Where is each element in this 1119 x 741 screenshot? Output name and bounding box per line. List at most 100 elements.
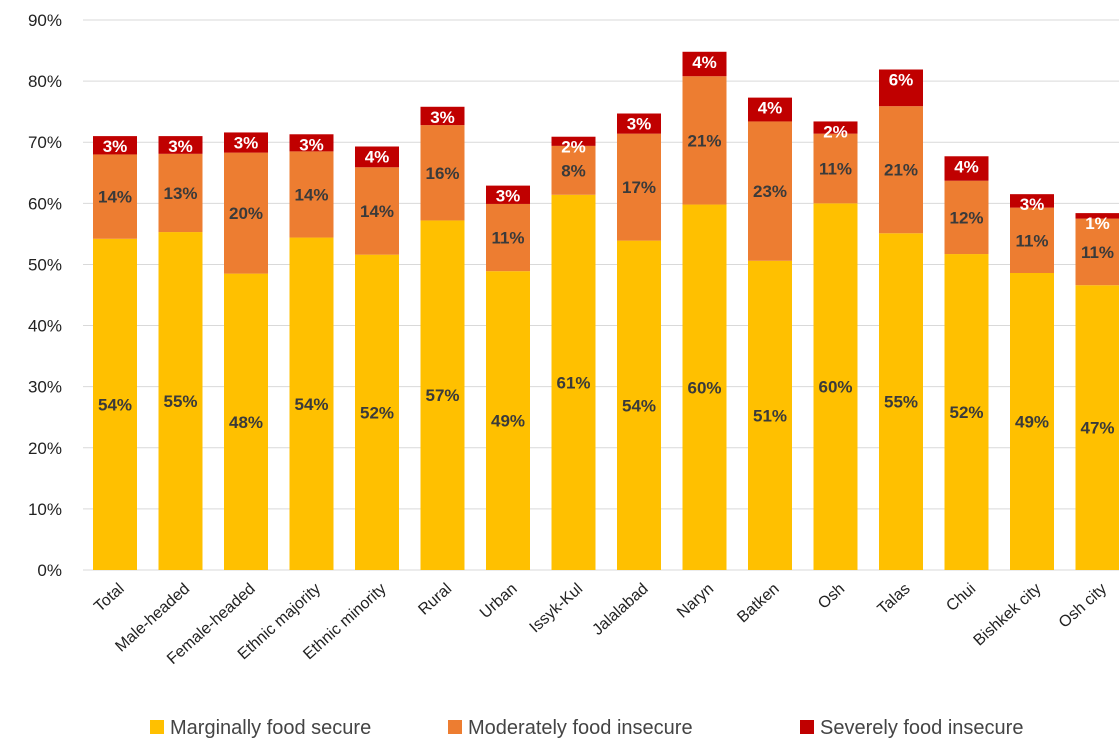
bar-segment-severely-food-insecure (682, 51, 727, 77)
data-label: 52% (949, 403, 983, 422)
bar-segment-marginally-food-secure (879, 233, 923, 570)
y-tick-label: 70% (28, 133, 62, 152)
data-label: 3% (496, 187, 521, 206)
legend-swatch (448, 720, 462, 734)
data-label: 11% (491, 229, 524, 248)
bar-segment-severely-food-insecure (224, 132, 268, 153)
bar-segment-moderately-food-insecure (420, 125, 465, 221)
x-tick-label: Jalalabad (589, 580, 651, 638)
data-label: 16% (425, 164, 459, 183)
y-tick-label: 40% (28, 317, 62, 336)
data-label: 20% (229, 204, 263, 223)
y-tick-label: 80% (28, 72, 62, 91)
bar-segment-severely-food-insecure (748, 97, 792, 122)
x-tick-label: Chui (943, 580, 979, 615)
data-label: 60% (687, 378, 721, 397)
legend-entry: Marginally food secure (170, 717, 371, 739)
data-label: 48% (229, 413, 263, 432)
data-label: 13% (163, 184, 197, 203)
data-label: 54% (622, 396, 656, 415)
bar-segment-severely-food-insecure (879, 69, 923, 107)
bar-segment-moderately-food-insecure (813, 133, 858, 204)
data-label: 55% (884, 393, 918, 412)
data-label: 14% (294, 185, 328, 204)
data-label: 4% (365, 148, 390, 167)
bar-segment-moderately-food-insecure (1010, 207, 1054, 273)
bar-segment-marginally-food-secure (1075, 285, 1119, 570)
y-tick-label: 50% (28, 255, 62, 274)
data-label: 3% (299, 135, 324, 154)
data-label: 12% (949, 208, 983, 227)
bar-segment-moderately-food-insecure (748, 121, 792, 261)
data-label: 3% (234, 133, 259, 152)
bar-segment-severely-food-insecure (486, 185, 530, 204)
data-label: 61% (556, 373, 590, 392)
bar-segment-moderately-food-insecure (879, 106, 923, 234)
bar-segment-marginally-food-secure (551, 194, 596, 570)
data-label: 49% (1015, 413, 1049, 432)
data-label: 3% (627, 115, 652, 134)
y-tick-label: 0% (37, 561, 62, 580)
x-tick-label: Urban (477, 580, 521, 622)
bar-segment-moderately-food-insecure (944, 180, 989, 255)
data-label: 57% (425, 386, 459, 405)
data-label: 8% (561, 161, 586, 180)
bar-segment-marginally-food-secure (944, 254, 989, 571)
data-label: 3% (1020, 195, 1045, 214)
x-tick-label: Osh (815, 580, 848, 612)
bar-segment-severely-food-insecure (1075, 213, 1119, 219)
data-label: 3% (103, 137, 128, 156)
data-label: 49% (491, 412, 525, 431)
bar-segment-moderately-food-insecure (289, 151, 334, 238)
bar-segment-marginally-food-secure (813, 203, 858, 571)
bar-segment-marginally-food-secure (1010, 273, 1054, 570)
legend-entry: Moderately food insecure (468, 717, 693, 739)
bar-segment-marginally-food-secure (486, 271, 530, 570)
data-label: 17% (622, 178, 656, 197)
data-label: 54% (294, 395, 328, 414)
data-label: 2% (823, 122, 848, 141)
bar-segment-severely-food-insecure (813, 121, 858, 134)
legend-entry: Severely food insecure (820, 717, 1023, 739)
y-axis-tick-labels: 0% 10% 20% 30% 40% 50% 60% 70% 80% 90% (28, 11, 62, 580)
x-tick-label: Batken (734, 580, 782, 626)
x-tick-label: Total (91, 580, 127, 615)
data-label: 6% (889, 71, 914, 90)
data-label: 47% (1080, 419, 1114, 438)
data-label: 4% (692, 53, 717, 72)
bar-segment-severely-food-insecure (617, 113, 661, 134)
x-tick-label: Talas (875, 580, 914, 618)
bar-segment-moderately-food-insecure (617, 133, 661, 241)
bar-segment-moderately-food-insecure (224, 152, 268, 274)
data-label: 11% (1015, 231, 1048, 250)
x-tick-label: Issyk-Kul (527, 580, 587, 636)
data-label: 52% (360, 403, 394, 422)
bar-segment-moderately-food-insecure (486, 203, 530, 272)
data-label: 23% (753, 182, 787, 201)
legend: Marginally food secure Moderately food in… (150, 717, 1023, 739)
bar-segment-severely-food-insecure (420, 106, 465, 126)
x-tick-label: Bishkek city (971, 580, 1045, 649)
x-tick-label: Naryn (674, 580, 717, 621)
bar-segment-severely-food-insecure (355, 146, 399, 168)
bar-segment-severely-food-insecure (944, 156, 989, 181)
data-label: 14% (98, 188, 132, 207)
data-label: 21% (884, 161, 918, 180)
bar-segment-marginally-food-secure (289, 237, 334, 571)
data-label: 51% (753, 406, 787, 425)
data-label: 11% (1081, 243, 1114, 262)
bar-segment-severely-food-insecure (158, 136, 203, 154)
bar-segment-severely-food-insecure (551, 136, 596, 146)
bar-segment-marginally-food-secure (355, 254, 399, 570)
y-tick-label: 10% (28, 500, 62, 519)
data-label: 4% (954, 157, 979, 176)
bar-segment-marginally-food-secure (224, 273, 268, 570)
y-tick-label: 90% (28, 11, 62, 30)
x-tick-label: Rural (415, 580, 455, 618)
bar-segment-severely-food-insecure (289, 134, 334, 152)
bar-segment-moderately-food-insecure (682, 76, 727, 205)
data-label: 3% (430, 108, 455, 127)
data-labels: 54% 14% 3% 55% 13% 3% 48% 20% 3% 54% 14% 3% 52% 14% 4%… (98, 53, 1115, 438)
